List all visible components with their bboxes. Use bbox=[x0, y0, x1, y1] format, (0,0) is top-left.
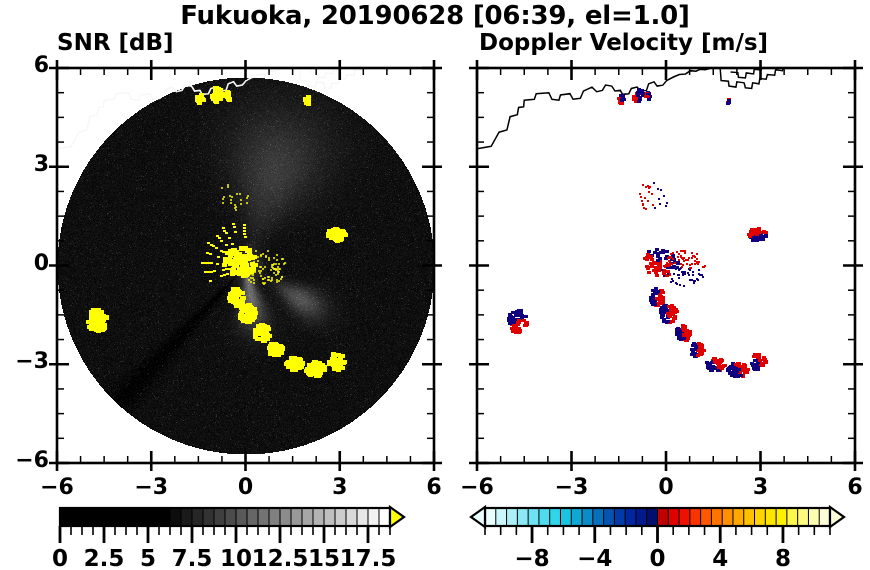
xtick-label-doppler: −6 bbox=[460, 475, 494, 500]
colorbar-tick-label-snr-colorbar: 17.5 bbox=[339, 546, 397, 570]
xtick-label-snr: −6 bbox=[40, 475, 74, 500]
colorbar-tick-label-snr-colorbar: 15 bbox=[307, 546, 340, 570]
xtick-label-snr: 6 bbox=[426, 475, 442, 500]
xtick-label-snr: −3 bbox=[134, 475, 169, 500]
panel-title-snr: SNR [dB] bbox=[57, 30, 174, 56]
colorbar-tick-label-doppler-colorbar: 4 bbox=[712, 546, 729, 570]
colorbar-tick-label-doppler-colorbar: 0 bbox=[649, 546, 666, 570]
ytick-label-snr: −3 bbox=[15, 349, 49, 375]
radar-plot-doppler[interactable] bbox=[477, 68, 855, 463]
colorbar-tick-label-doppler-colorbar: −4 bbox=[577, 546, 613, 570]
colorbar-tick-label-snr-colorbar: 7.5 bbox=[171, 546, 213, 570]
xtick-label-snr: 3 bbox=[332, 475, 348, 500]
colorbar-tick-label-snr-colorbar: 0 bbox=[51, 546, 68, 570]
ytick-label-snr: 3 bbox=[33, 151, 49, 177]
page-title: Fukuoka, 20190628 [06:39, el=1.0] bbox=[180, 1, 690, 31]
ytick-label-snr: 6 bbox=[33, 53, 49, 78]
panel-title-doppler: Doppler Velocity [m/s] bbox=[479, 30, 769, 56]
colorbar-tick-label-snr-colorbar: 2.5 bbox=[83, 546, 125, 570]
xtick-label-snr: 0 bbox=[237, 475, 254, 500]
ytick-label-snr: −6 bbox=[15, 448, 49, 473]
colorbar-tick-label-snr-colorbar: 12.5 bbox=[251, 546, 309, 570]
ytick-label-snr: 0 bbox=[33, 250, 49, 276]
colorbar-tick-label-doppler-colorbar: −8 bbox=[514, 546, 550, 570]
colorbar-tick-label-snr-colorbar: 5 bbox=[139, 546, 156, 570]
radar-plot-snr[interactable] bbox=[57, 68, 434, 463]
xtick-label-doppler: 6 bbox=[847, 475, 863, 500]
colorbar-tick-label-snr-colorbar: 10 bbox=[219, 546, 252, 570]
xtick-label-doppler: 3 bbox=[752, 475, 769, 500]
xtick-label-doppler: −3 bbox=[554, 475, 589, 500]
colorbar-tick-label-doppler-colorbar: 8 bbox=[774, 546, 791, 570]
xtick-label-doppler: 0 bbox=[658, 475, 674, 500]
